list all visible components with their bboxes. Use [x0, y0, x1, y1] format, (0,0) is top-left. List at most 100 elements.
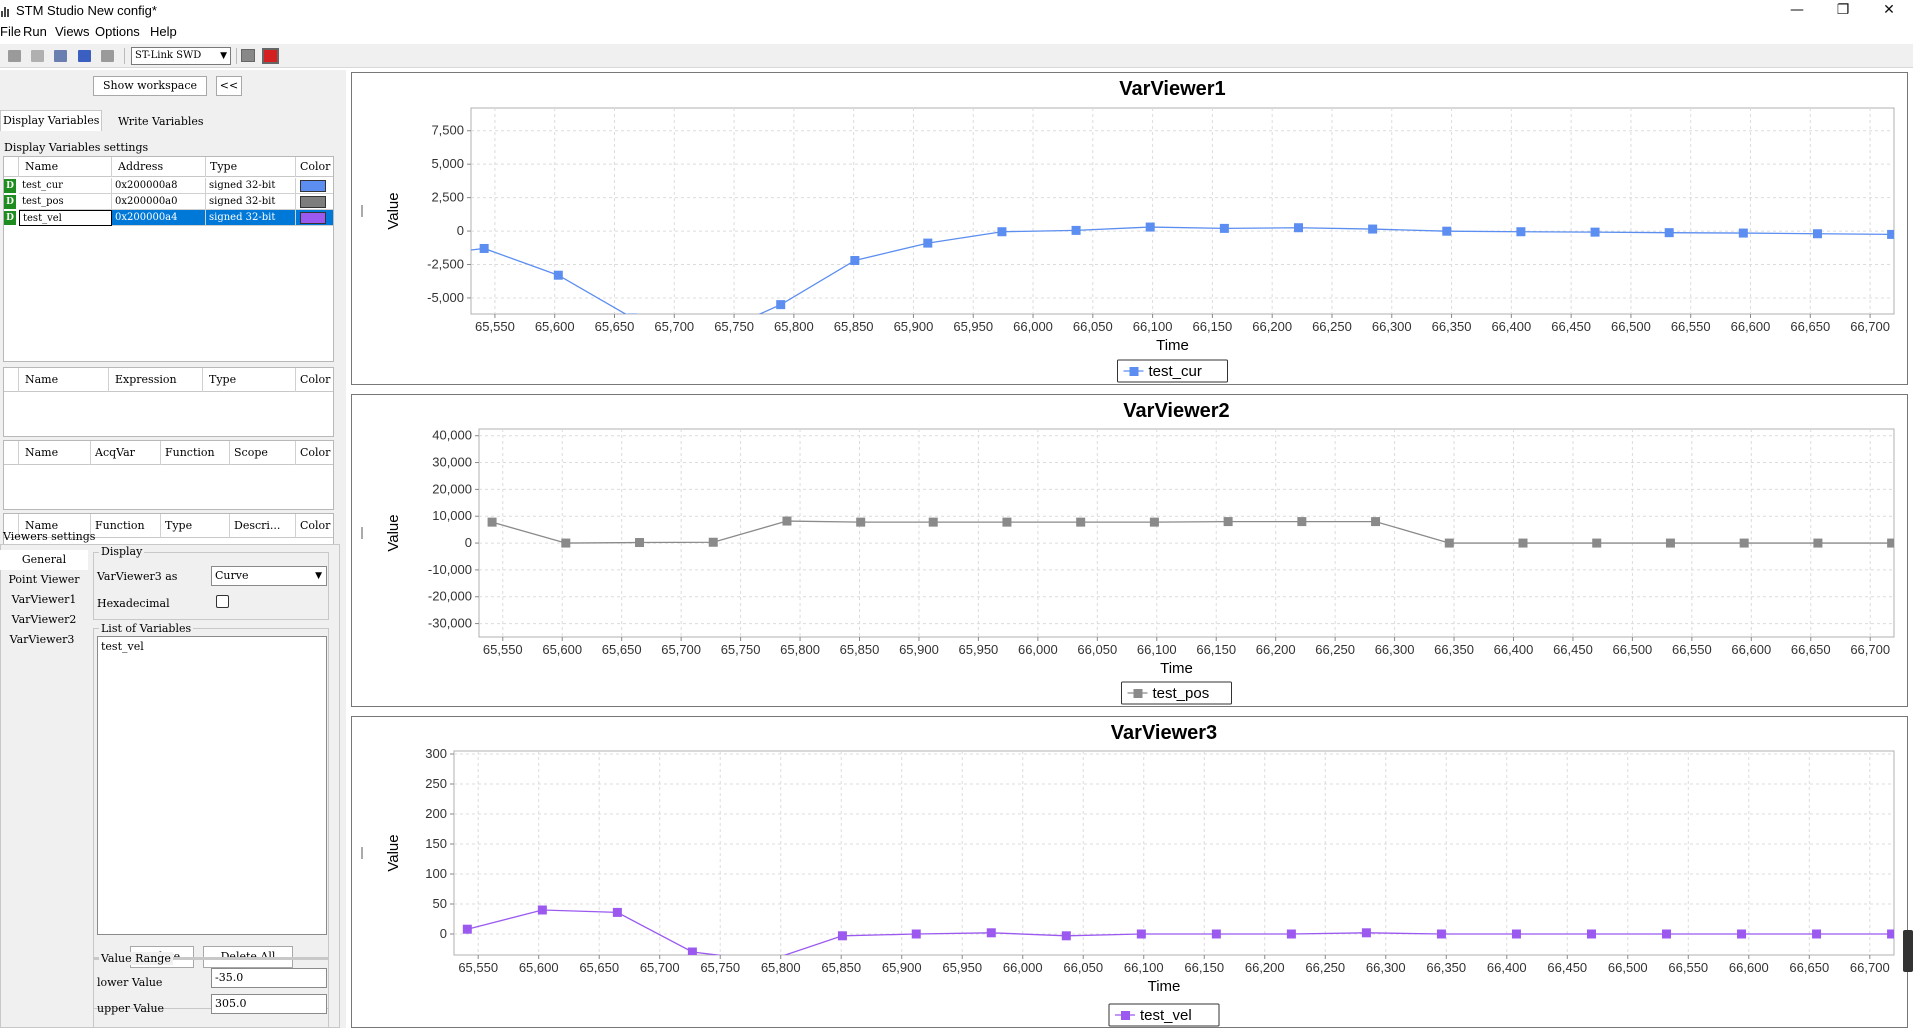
x-tick-label: 66,200	[1245, 960, 1285, 975]
hexadecimal-checkbox[interactable]	[216, 595, 229, 608]
table-row[interactable]: D test_cur 0x200000a8 signed 32-bit	[4, 178, 333, 194]
chart-title: VarViewer2	[1123, 400, 1229, 422]
x-tick-label: 66,350	[1434, 642, 1474, 657]
menu-file[interactable]: File	[0, 24, 21, 39]
var-name: test_pos	[19, 194, 112, 210]
import-icon[interactable]	[101, 50, 114, 62]
save-icon[interactable]	[78, 50, 91, 62]
y-tick-label: -30,000	[428, 616, 472, 631]
x-tick-label: 65,550	[458, 960, 498, 975]
data-point	[1071, 225, 1081, 235]
data-point	[1371, 517, 1381, 527]
close-button[interactable]: ✕	[1883, 2, 1895, 18]
x-tick-label: 66,550	[1671, 319, 1711, 334]
tab-display-variables[interactable]: Display Variables	[0, 110, 103, 131]
legend-marker	[1129, 367, 1139, 376]
color-swatch	[300, 196, 326, 208]
minimize-button[interactable]: —	[1790, 2, 1804, 18]
tab-point-viewer[interactable]: Point Viewer	[8, 573, 80, 586]
data-point	[997, 227, 1007, 237]
data-point	[1286, 929, 1296, 939]
upper-value-input[interactable]: 305.0	[211, 994, 327, 1014]
display-variables-table: Name Address Type Color D test_cur 0x200…	[3, 156, 334, 362]
var-color-cell[interactable]	[296, 210, 333, 226]
menu-help[interactable]: Help	[150, 24, 177, 39]
data-point	[1149, 517, 1159, 527]
data-point	[1812, 229, 1822, 239]
data-point	[553, 270, 563, 280]
data-point	[911, 929, 921, 939]
x-tick-label: 66,600	[1731, 319, 1771, 334]
data-point	[776, 300, 786, 310]
maximize-button[interactable]: ❐	[1836, 2, 1850, 18]
column-header: Function	[91, 514, 161, 538]
lower-value-input[interactable]: -35.0	[211, 968, 327, 988]
acquisition-table: Name AcqVar Function Scope Color	[3, 440, 334, 510]
viewer-type-select[interactable]: Curve ▼	[211, 566, 327, 586]
legend-label: test_pos	[1153, 685, 1210, 702]
x-tick-label: 66,050	[1063, 960, 1103, 975]
data-point	[1737, 929, 1747, 939]
y-tick-label: 2,500	[431, 190, 464, 205]
data-point	[457, 247, 466, 256]
y-tick-label: 0	[440, 926, 447, 941]
x-tick-label: 65,900	[899, 642, 939, 657]
list-item[interactable]: test_vel	[101, 640, 144, 653]
x-tick-label: 65,800	[761, 960, 801, 975]
collapse-button[interactable]: <<	[216, 76, 242, 96]
show-workspace-button[interactable]: Show workspace	[93, 76, 207, 96]
tab-varviewer2[interactable]: VarViewer2	[11, 613, 77, 626]
menu-run[interactable]: Run	[23, 24, 47, 39]
expressions-table: Name Expression Type Color	[3, 367, 334, 437]
x-tick-label: 65,700	[640, 960, 680, 975]
var-color-cell[interactable]	[296, 194, 333, 210]
tab-write-variables[interactable]: Write Variables	[118, 115, 204, 128]
tab-general[interactable]: General	[0, 550, 88, 570]
x-tick-label: 66,450	[1551, 319, 1591, 334]
save-as-icon[interactable]	[54, 50, 67, 62]
column-header: Function	[161, 441, 230, 465]
x-tick-label: 66,550	[1668, 960, 1708, 975]
tab-varviewer1[interactable]: VarViewer1	[11, 593, 77, 606]
chart-svg: VarViewer2 65,550 65,600 65,650 65,700 65,750…	[361, 400, 1895, 705]
data-point	[856, 517, 866, 527]
table-row[interactable]: D test_pos 0x200000a0 signed 32-bit	[4, 194, 333, 210]
x-tick-label: 66,450	[1553, 642, 1593, 657]
open-folder-icon[interactable]	[8, 50, 21, 62]
connection-select[interactable]: ST-Link SWD ▼	[131, 47, 231, 65]
menu-views[interactable]: Views	[55, 24, 90, 39]
table-header: Name AcqVar Function Scope Color	[4, 441, 333, 465]
y-tick-label: 50	[433, 896, 447, 911]
data-point	[1664, 228, 1674, 238]
resize-handle[interactable]	[1903, 930, 1913, 972]
table-row-selected[interactable]: D test_vel 0x200000a4 signed 32-bit	[4, 210, 333, 226]
data-point	[1813, 538, 1823, 548]
x-tick-label: 66,250	[1305, 960, 1345, 975]
variables-list[interactable]: test_vel	[97, 636, 327, 935]
plot-area	[453, 750, 1895, 956]
stop-icon[interactable]	[262, 48, 279, 64]
display-group	[93, 552, 329, 620]
x-axis-label: Time	[1156, 337, 1189, 354]
flag-header	[4, 368, 19, 392]
data-point	[627, 313, 637, 314]
x-tick-label: 65,700	[654, 319, 694, 334]
var-name[interactable]: test_vel	[19, 210, 112, 226]
x-tick-label: 65,750	[714, 319, 754, 334]
menu-options[interactable]: Options	[95, 24, 140, 39]
column-header: Address	[112, 157, 206, 177]
tab-varviewer3[interactable]: VarViewer3	[9, 633, 75, 646]
x-tick-label: 65,700	[661, 642, 701, 657]
x-tick-label: 66,100	[1137, 642, 1177, 657]
y-tick-label: 250	[425, 776, 447, 791]
table-header: Name Address Type Color	[4, 157, 333, 177]
connection-value: ST-Link SWD	[135, 50, 202, 61]
x-tick-label: 66,400	[1491, 319, 1531, 334]
var-color-cell[interactable]	[296, 178, 333, 194]
data-point	[479, 243, 489, 253]
x-tick-label: 66,450	[1547, 960, 1587, 975]
data-point	[487, 517, 497, 527]
new-file-icon[interactable]	[31, 50, 44, 62]
data-point	[1076, 517, 1086, 527]
monitor-icon[interactable]	[241, 49, 255, 62]
